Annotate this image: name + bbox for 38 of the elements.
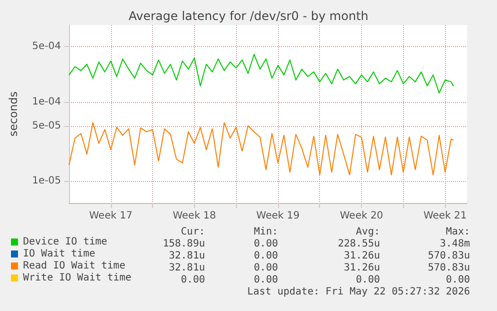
- x-tick-label: Week 18: [172, 210, 216, 222]
- text: 32.81u: [168, 262, 205, 274]
- text: 570.83u: [428, 262, 470, 274]
- text: 31.26u: [344, 262, 380, 274]
- y-tick-label: 5e-04: [32, 41, 61, 52]
- y-axis-title: seconds: [7, 91, 20, 136]
- text: 0.00: [356, 274, 380, 286]
- y-tick-label: 1e-04: [32, 96, 61, 108]
- text: 0.00: [254, 250, 278, 262]
- y-tick-label: 5e-05: [32, 120, 61, 132]
- x-tick-label: Week 19: [256, 210, 300, 222]
- chart-title: Average latency for /dev/sr0 - by month: [128, 9, 368, 23]
- line-series: [68, 122, 454, 176]
- text: 570.83u: [428, 250, 470, 262]
- text: 228.55u: [338, 238, 380, 250]
- text: 32.81u: [168, 250, 205, 262]
- text: Min:: [254, 226, 278, 238]
- text: Cur:: [180, 226, 205, 238]
- legend-label: Read IO Wait time: [23, 260, 126, 272]
- text: 158.89u: [162, 238, 205, 250]
- text: 31.26u: [344, 250, 380, 262]
- x-tick-label: Week 20: [340, 210, 384, 222]
- text: 0.00: [254, 238, 278, 250]
- legend-label: IO Wait time: [23, 248, 96, 260]
- y-tick-label: 1e-05: [32, 176, 61, 187]
- x-tick-label: Week 17: [89, 210, 132, 222]
- text: 0.00: [180, 274, 205, 286]
- text: Max:: [446, 226, 470, 238]
- text: 3.48m: [440, 238, 470, 250]
- legend-label: Write IO Wait time: [23, 272, 132, 284]
- text: 0.00: [446, 274, 470, 286]
- text: Avg:: [356, 226, 380, 238]
- x-tick-label: Week 21: [423, 210, 467, 222]
- line-series: [68, 54, 454, 94]
- legend-label: Device IO time: [23, 236, 108, 248]
- text: 0.00: [254, 262, 278, 274]
- text: Last update: Fri May 22 05:27:32 2026: [247, 286, 470, 298]
- text: 0.00: [254, 274, 278, 286]
